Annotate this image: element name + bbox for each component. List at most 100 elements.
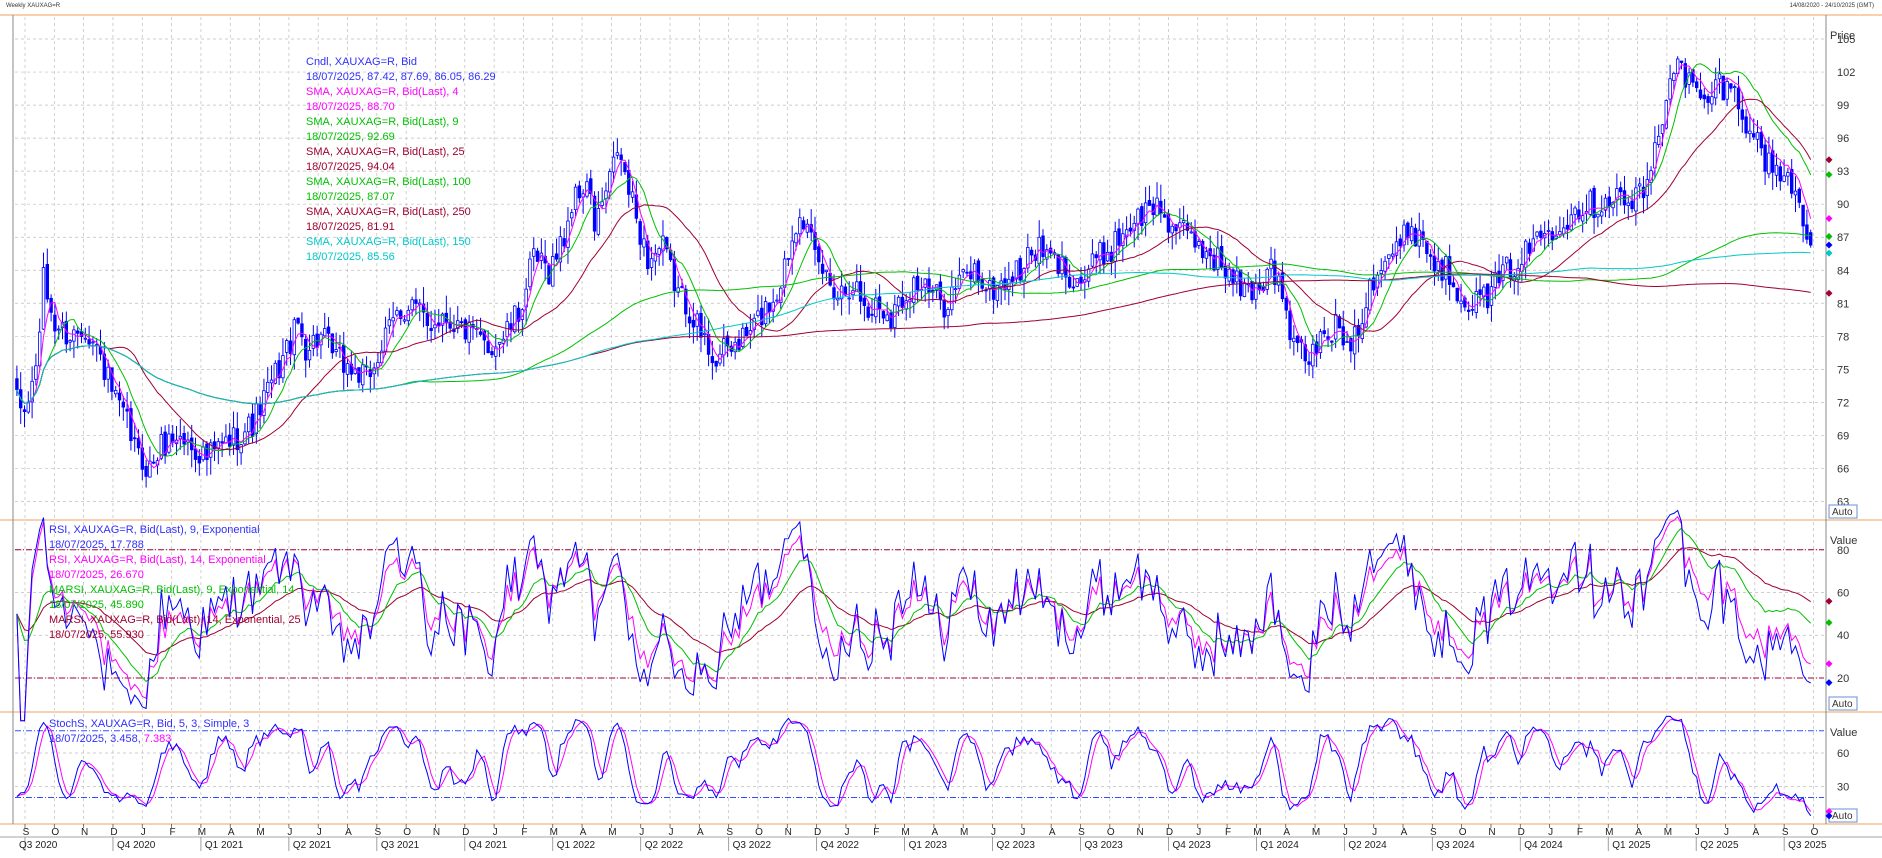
legend-series-label[interactable]: SMA, XAUXAG=R, Bid(Last), 250: [306, 206, 471, 218]
candle-body: [148, 460, 152, 478]
candle-body: [144, 465, 148, 477]
month-tick-label: N: [433, 827, 440, 838]
month-tick-label: J: [1020, 827, 1025, 838]
legend-series-label[interactable]: SMA, XAUXAG=R, Bid(Last), 150: [306, 236, 471, 248]
candle-body: [1018, 258, 1022, 281]
legend-series-value: 18/07/2025, 81.91: [306, 221, 395, 233]
price-legend: Cndl, XAUXAG=R, Bid 18/07/2025, 87.42, 87…: [306, 55, 496, 265]
rsi-panel[interactable]: [15, 509, 1824, 722]
candle-body: [304, 338, 308, 361]
candle-body: [76, 330, 80, 334]
legend-series-label[interactable]: SMA, XAUXAG=R, Bid(Last), 4: [306, 86, 459, 98]
candle-body: [1109, 251, 1114, 262]
candle-body: [1056, 254, 1060, 274]
month-tick-label: M: [198, 827, 206, 838]
rsi-auto-button[interactable]: [1828, 696, 1858, 711]
candle-body: [1664, 100, 1668, 129]
month-tick-label: F: [170, 827, 176, 838]
month-tick-label: F: [521, 827, 527, 838]
candle-body: [1124, 229, 1129, 238]
candle-body: [995, 285, 1000, 301]
month-tick-label: D: [814, 827, 821, 838]
candle-body: [1763, 144, 1767, 172]
legend-series-label[interactable]: MARSI, XAUXAG=R, Bid(Last), 9, Exponenti…: [49, 584, 295, 596]
candle-body: [1588, 190, 1592, 215]
price-panel[interactable]: [15, 56, 1813, 488]
legend-series-value: 18/07/2025, 88.70: [306, 101, 395, 113]
legend-series-value: 18/07/2025, 85.56: [306, 251, 395, 263]
candle-body: [513, 305, 517, 333]
candle-body: [1318, 331, 1323, 354]
legend-series-label[interactable]: SMA, XAUXAG=R, Bid(Last), 9: [306, 116, 459, 128]
month-tick-label: J: [991, 827, 996, 838]
candle-body: [1014, 260, 1019, 280]
legend-series-label[interactable]: Cndl, XAUXAG=R, Bid: [306, 56, 417, 68]
candle-body: [273, 362, 278, 384]
candle-body: [1314, 341, 1319, 354]
sma-25-line: [16, 98, 1812, 451]
quarter-tick-label: Q2 2022: [645, 840, 684, 851]
month-tick-label: A: [228, 827, 235, 838]
candle-body: [1793, 190, 1798, 196]
price-tick-label: 87: [1837, 232, 1849, 244]
candle-body: [642, 238, 646, 248]
candle-body: [1151, 203, 1155, 216]
candle-body: [1060, 256, 1064, 275]
candle-body: [1770, 150, 1775, 173]
legend-series-label[interactable]: MARSI, XAUXAG=R, Bid(Last), 14, Exponent…: [49, 614, 301, 626]
candle-body: [520, 309, 525, 320]
candle-body: [433, 324, 437, 329]
candle-body: [1592, 187, 1596, 218]
candle-body: [733, 341, 737, 353]
legend-series-label[interactable]: RSI, XAUXAG=R, Bid(Last), 9, Exponential: [49, 524, 260, 536]
candle-body: [1181, 220, 1186, 224]
stochastic-panel[interactable]: [15, 715, 1824, 817]
legend-series-label[interactable]: SMA, XAUXAG=R, Bid(Last), 100: [306, 176, 471, 188]
candle-body: [72, 329, 76, 342]
candle-body: [182, 432, 186, 445]
stoch-d-line: [16, 718, 1812, 812]
candle-body: [307, 350, 312, 361]
candle-body: [1189, 231, 1193, 234]
legend-series-label[interactable]: SMA, XAUXAG=R, Bid(Last), 25: [306, 146, 465, 158]
legend-series-value: 18/07/2025, 45.890: [49, 599, 144, 611]
candle-body: [277, 360, 281, 379]
price-tick-label: 105: [1837, 34, 1855, 46]
price-auto-button[interactable]: [1828, 504, 1858, 519]
candle-body: [1394, 241, 1399, 256]
candle-body: [1368, 279, 1372, 311]
candle-body: [516, 307, 521, 322]
quarter-tick-label: Q3 2020: [19, 840, 58, 851]
price-tick-label: 78: [1837, 331, 1849, 343]
month-tick-label: D: [1518, 827, 1525, 838]
candle-body: [1717, 73, 1722, 80]
rsi-14-line: [16, 515, 1811, 722]
candle-body: [463, 319, 468, 340]
legend-series-value2: 7.383: [140, 733, 172, 745]
month-tick-label: O: [755, 827, 763, 838]
legend-series-label[interactable]: StochS, XAUXAG=R, Bid, 5, 3, Simple, 3: [49, 718, 250, 730]
grid-layer: [0, 14, 1882, 825]
candle-body: [847, 297, 851, 300]
candle-body: [110, 367, 114, 392]
legend-series-label[interactable]: RSI, XAUXAG=R, Bid(Last), 14, Exponentia…: [49, 554, 266, 566]
rsi-tick-label: 20: [1837, 673, 1849, 685]
candle-body: [201, 446, 205, 461]
candle-body: [285, 340, 289, 353]
marsi-9-line: [16, 527, 1812, 683]
price-last-value-marker: [1825, 215, 1833, 223]
candle-body: [1531, 238, 1535, 252]
candle-body: [1307, 361, 1311, 365]
candle-body: [1710, 96, 1714, 105]
rsi-tick-label: 80: [1837, 545, 1849, 557]
month-tick-label: J: [287, 827, 292, 838]
candle-body: [573, 186, 578, 211]
candle-body: [1482, 286, 1486, 298]
month-tick-label: A: [1401, 827, 1408, 838]
candle-body: [509, 323, 513, 330]
month-tick-label: F: [1225, 827, 1231, 838]
candle-body: [288, 340, 293, 355]
candle-body: [117, 392, 122, 401]
candle-body: [467, 321, 471, 343]
